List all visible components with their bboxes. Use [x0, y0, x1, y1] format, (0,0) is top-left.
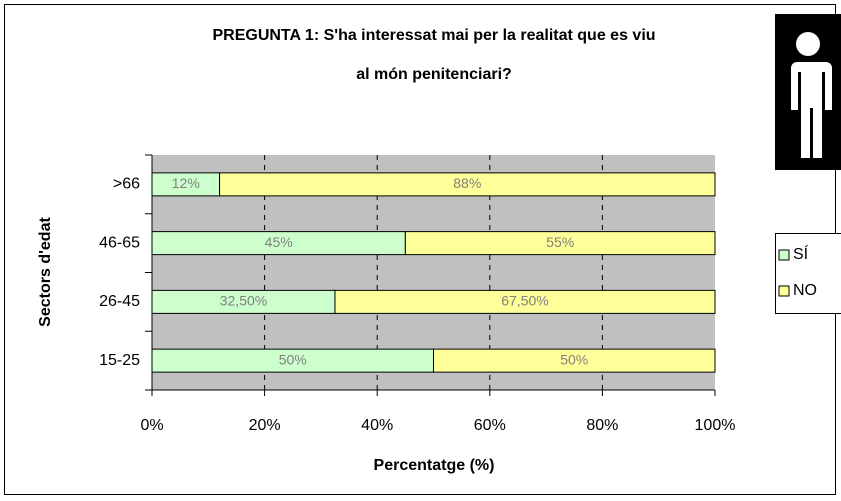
x-tick-label: 40% [361, 417, 393, 434]
bar-segment [219, 172, 716, 197]
value-label: 45% [265, 234, 293, 250]
x-axis-title: Percentatge (%) [374, 457, 495, 474]
legend-label: NO [793, 282, 817, 299]
x-tick-label: 60% [474, 417, 506, 434]
bar-segment [433, 348, 716, 373]
y-axis-title: Sectors d'edat [37, 217, 54, 327]
x-tick-label: 20% [249, 417, 281, 434]
legend-box [775, 233, 841, 314]
y-tick-label: >66 [113, 176, 140, 193]
y-tick-label: 26-45 [99, 293, 140, 310]
x-tick-label: 100% [695, 417, 736, 434]
value-label: 50% [279, 351, 307, 367]
value-label: 12% [172, 175, 200, 191]
legend [775, 233, 841, 314]
value-label: 88% [453, 175, 481, 191]
legend-swatch [778, 249, 790, 261]
bar-segment [404, 231, 716, 256]
value-label: 55% [546, 234, 574, 250]
legend-swatch [778, 285, 790, 297]
value-label: 50% [560, 351, 588, 367]
legend-label: SÍ [793, 244, 809, 263]
person-icon [775, 14, 841, 170]
x-tick-label: 0% [140, 417, 163, 434]
y-tick-label: 15-25 [99, 352, 140, 369]
value-label: 32,50% [220, 293, 267, 309]
bar-segment [334, 289, 716, 314]
y-tick-label: 46-65 [99, 234, 140, 251]
chart-title: al món penitenciari? [356, 66, 512, 83]
value-label: 67,50% [501, 293, 548, 309]
x-tick-label: 80% [586, 417, 618, 434]
chart-title: PREGUNTA 1: S'ha interessat mai per la r… [212, 27, 655, 44]
